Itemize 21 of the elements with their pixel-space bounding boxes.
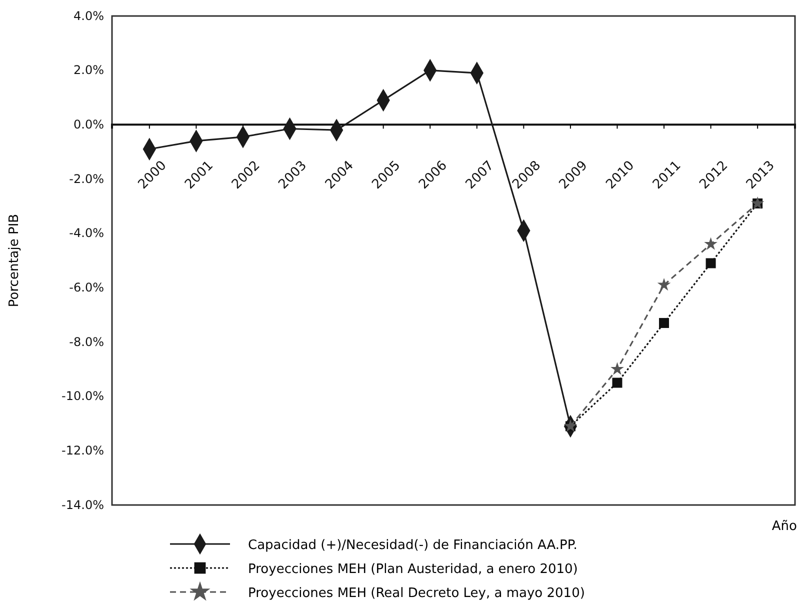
point <box>657 278 671 291</box>
point <box>610 362 624 375</box>
legend-label: Proyecciones MEH (Plan Austeridad, a enero 2010) <box>248 562 578 577</box>
y-tick-label: 0.0% <box>74 118 104 132</box>
y-tick-label: 2.0% <box>74 63 104 78</box>
point <box>612 378 622 388</box>
y-tick-label: -12.0% <box>62 444 104 458</box>
point <box>706 258 716 268</box>
y-axis-title: Porcentaje PIB <box>7 214 22 308</box>
y-tick-label: -10.0% <box>62 389 104 404</box>
y-tick-label: 4.0% <box>74 8 104 23</box>
y-tick-label: -8.0% <box>69 334 104 349</box>
y-tick-label: -4.0% <box>69 226 104 240</box>
x-axis-title: Año <box>772 519 798 534</box>
y-tick-label: -2.0% <box>69 172 104 186</box>
point <box>704 237 718 250</box>
legend-label: Capacidad (+)/Necesidad(-) de Financiación AA.PP. <box>248 538 578 553</box>
legend-label: Proyecciones MEH (Real Decreto Ley, a mayo 2010) <box>248 586 585 601</box>
point <box>659 318 670 328</box>
y-tick-label: -6.0% <box>69 280 104 295</box>
y-tick-label: -14.0% <box>62 498 104 512</box>
